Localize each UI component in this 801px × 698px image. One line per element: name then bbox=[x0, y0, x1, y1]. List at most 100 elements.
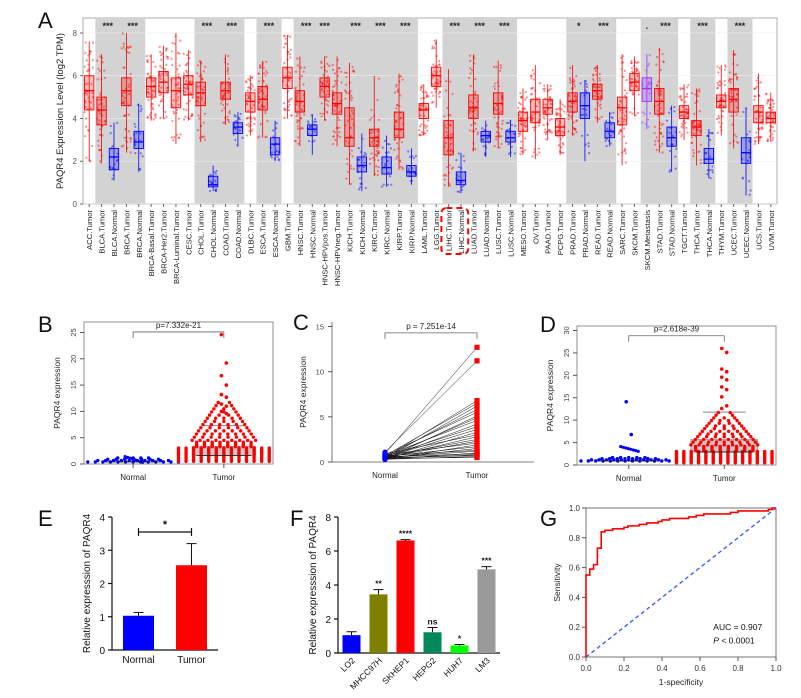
data-point bbox=[357, 147, 360, 150]
data-point bbox=[572, 133, 575, 136]
data-point bbox=[722, 443, 726, 447]
data-point bbox=[412, 156, 416, 160]
data-point bbox=[185, 53, 189, 57]
x-tick-label: PRAD.Normal bbox=[581, 210, 590, 258]
data-point bbox=[85, 156, 88, 159]
data-point bbox=[134, 152, 137, 155]
data-point bbox=[267, 446, 271, 450]
data-point bbox=[499, 64, 503, 67]
data-point bbox=[771, 108, 774, 112]
data-point bbox=[505, 129, 508, 132]
data-point bbox=[530, 74, 533, 78]
data-point bbox=[188, 57, 191, 60]
data-point bbox=[562, 143, 565, 146]
data-point bbox=[599, 103, 602, 106]
data-point bbox=[260, 89, 263, 93]
data-point bbox=[637, 71, 641, 74]
data-point bbox=[357, 188, 361, 191]
data-point bbox=[275, 122, 279, 125]
data-point bbox=[338, 67, 341, 70]
data-point bbox=[659, 132, 663, 135]
data-point bbox=[659, 93, 662, 96]
data-point bbox=[129, 151, 132, 154]
data-point bbox=[85, 59, 88, 62]
data-point bbox=[562, 151, 565, 154]
data-point bbox=[723, 91, 727, 95]
data-point bbox=[618, 109, 622, 112]
data-point bbox=[109, 124, 112, 128]
data-point bbox=[324, 98, 328, 101]
data-point bbox=[161, 98, 164, 101]
data-point bbox=[593, 67, 596, 70]
data-point bbox=[738, 440, 742, 444]
data-point bbox=[456, 190, 459, 193]
data-point bbox=[139, 456, 143, 460]
data-point bbox=[89, 101, 93, 104]
tumor-point bbox=[474, 403, 480, 409]
data-point bbox=[236, 413, 240, 417]
tumor-point bbox=[474, 397, 480, 404]
data-point bbox=[711, 165, 714, 168]
data-point bbox=[722, 104, 725, 108]
data-point bbox=[296, 112, 299, 115]
data-point bbox=[634, 79, 637, 82]
data-point bbox=[702, 444, 706, 449]
data-point bbox=[334, 104, 337, 108]
data-point bbox=[598, 79, 602, 82]
outlier-point bbox=[629, 432, 634, 437]
box bbox=[108, 147, 120, 171]
data-point bbox=[325, 70, 329, 73]
data-point bbox=[561, 103, 564, 106]
data-point bbox=[648, 112, 652, 115]
data-point bbox=[498, 69, 502, 72]
data-point bbox=[198, 438, 202, 443]
data-point bbox=[337, 103, 340, 106]
data-point bbox=[524, 98, 527, 101]
data-point bbox=[209, 422, 214, 427]
data-point bbox=[685, 112, 688, 116]
data-point bbox=[332, 135, 335, 138]
data-point bbox=[681, 87, 684, 90]
data-point bbox=[101, 61, 104, 64]
data-point bbox=[718, 67, 721, 70]
data-point bbox=[685, 108, 688, 111]
data-point bbox=[287, 78, 290, 81]
data-point bbox=[123, 102, 126, 105]
data-point bbox=[177, 103, 180, 106]
box bbox=[567, 92, 578, 113]
data-point bbox=[735, 140, 739, 143]
data-point bbox=[572, 83, 576, 86]
data-point bbox=[159, 77, 162, 80]
data-point bbox=[337, 110, 341, 114]
y-tick-label: 4 bbox=[99, 513, 105, 524]
data-point bbox=[258, 135, 261, 138]
data-point bbox=[165, 63, 168, 66]
x-tick-label: HEPG2 bbox=[410, 655, 438, 683]
data-point bbox=[294, 140, 297, 143]
data-point bbox=[362, 165, 365, 169]
data-point bbox=[151, 89, 154, 92]
data-point bbox=[636, 111, 639, 115]
bar bbox=[369, 594, 388, 653]
data-point bbox=[619, 445, 623, 449]
data-point bbox=[544, 103, 548, 106]
significance-label: ** bbox=[375, 579, 382, 589]
data-point bbox=[618, 455, 623, 460]
data-point bbox=[419, 104, 423, 107]
data-point bbox=[735, 429, 740, 434]
data-point bbox=[83, 65, 86, 68]
data-point bbox=[338, 126, 341, 129]
data-point bbox=[377, 151, 380, 154]
shade-band bbox=[306, 18, 319, 204]
data-point bbox=[185, 102, 189, 105]
data-point bbox=[123, 455, 127, 459]
data-point bbox=[722, 432, 726, 436]
data-point bbox=[634, 114, 637, 117]
data-point bbox=[507, 143, 510, 146]
data-point bbox=[258, 64, 262, 67]
data-point bbox=[773, 130, 776, 133]
data-point bbox=[716, 86, 719, 90]
data-point bbox=[222, 93, 225, 96]
data-point bbox=[247, 97, 250, 100]
data-point bbox=[227, 87, 230, 90]
